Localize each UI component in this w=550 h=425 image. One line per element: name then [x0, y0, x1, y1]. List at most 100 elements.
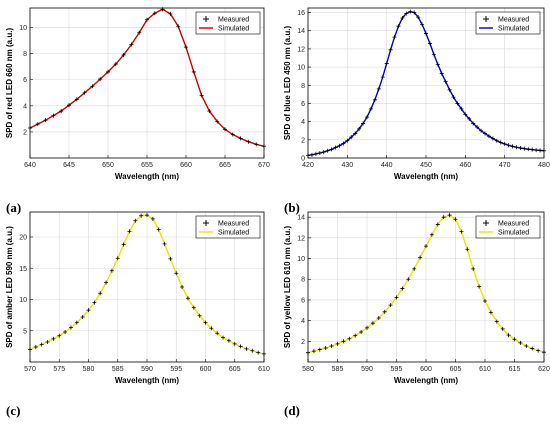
data-point-marker [429, 232, 434, 237]
data-point-marker [506, 333, 511, 338]
x-tick-label: 600 [420, 366, 432, 373]
data-point-marker [463, 112, 468, 117]
data-point-marker [404, 11, 409, 16]
data-point-marker [333, 145, 338, 150]
x-tick-label: 575 [53, 366, 65, 373]
data-point-marker [180, 285, 185, 289]
data-point-marker [471, 121, 476, 126]
data-point-marker [518, 340, 523, 345]
data-point-marker [191, 69, 196, 74]
legend: Measured Simulated [195, 11, 261, 35]
data-point-marker [199, 93, 204, 98]
data-point-marker [74, 320, 79, 325]
data-point-marker [368, 106, 373, 111]
x-tick-label: 470 [499, 162, 511, 169]
data-point-marker [431, 52, 436, 57]
data-point-marker [311, 349, 316, 354]
y-tick-label: 10 [19, 25, 27, 32]
data-point-marker [388, 47, 393, 52]
panel-label-c: (c) [6, 403, 21, 418]
x-tick-label: 600 [200, 366, 212, 373]
data-point-marker [207, 109, 212, 114]
data-point-marker [467, 116, 472, 121]
data-point-marker [376, 86, 381, 91]
data-point-marker [185, 296, 190, 301]
data-point-marker [168, 11, 173, 16]
legend-label-simulated: Simulated [498, 230, 529, 237]
y-axis-title: SPD of blue LED 450 nm (a.u.) [283, 26, 292, 141]
legend-label-simulated: Simulated [218, 230, 249, 237]
data-point-marker [416, 15, 421, 20]
data-point-marker [51, 336, 56, 341]
data-point-marker [502, 141, 507, 146]
data-point-marker [98, 77, 103, 82]
panel-label-d: (d) [284, 403, 300, 418]
legend-label-measured: Measured [498, 17, 529, 24]
data-point-marker [174, 271, 179, 276]
x-tick-label: 570 [24, 366, 36, 373]
x-tick-label: 645 [63, 162, 75, 169]
data-point-marker [329, 147, 334, 152]
data-point-marker [424, 244, 428, 249]
data-point-marker [359, 330, 364, 334]
x-tick-label: 580 [83, 366, 95, 373]
data-point-marker [427, 41, 432, 46]
data-point-marker [86, 308, 91, 313]
y-tick-label: 2 [301, 137, 305, 144]
data-point-marker [365, 115, 369, 120]
x-tick-label: 585 [112, 366, 124, 373]
y-tick-label: 8 [23, 51, 27, 58]
data-point-marker [435, 62, 440, 67]
y-tick-label: 10 [297, 256, 305, 263]
data-point-marker [412, 266, 417, 271]
data-point-marker [530, 147, 535, 152]
data-point-marker [209, 326, 214, 331]
data-point-marker [197, 313, 202, 318]
data-point-marker [215, 119, 220, 124]
data-point-marker [238, 344, 243, 349]
data-point-marker [82, 90, 87, 95]
y-tick-label: 4 [301, 119, 305, 126]
data-point-marker [394, 295, 399, 300]
x-tick-label: 430 [341, 162, 353, 169]
y-tick-label: 2 [23, 129, 27, 136]
data-point-marker [104, 280, 109, 285]
x-tick-label: 620 [538, 366, 550, 373]
data-point-marker [139, 213, 144, 218]
data-point-marker [63, 330, 68, 334]
data-point-marker [176, 24, 181, 29]
data-point-marker [221, 335, 226, 340]
data-point-marker [510, 144, 515, 149]
data-point-marker [447, 213, 452, 218]
data-point-marker [133, 218, 138, 223]
chart-c: 570 575 580 585 590 595 600 605 610 5 10 15 20 Wavele… [5, 211, 270, 385]
legend: Measured Simulated [475, 215, 541, 239]
chart-d: 580 585 590 595 600 605 610 615 620 2 4 6 8 10 12 14 Wav… [283, 211, 550, 385]
x-tick-label: 450 [420, 162, 432, 169]
data-point-marker [526, 147, 531, 152]
y-tick-label: 20 [19, 235, 27, 242]
x-tick-label: 440 [381, 162, 393, 169]
y-tick-label: 12 [297, 235, 305, 242]
data-point-marker [370, 321, 375, 326]
legend: Measured Simulated [475, 11, 541, 35]
data-point-marker [488, 310, 493, 315]
data-point-marker [230, 132, 235, 137]
data-point-marker [98, 291, 103, 296]
x-tick-label: 655 [141, 162, 153, 169]
data-point-marker [455, 101, 460, 106]
data-point-marker [384, 61, 389, 66]
x-tick-label: 650 [102, 162, 114, 169]
y-axis-title: SPD of yellow LED 610 nm (a.u.) [283, 226, 292, 349]
data-point-marker [483, 298, 487, 303]
y-tick-label: 6 [23, 77, 27, 84]
data-point-marker [388, 303, 393, 308]
data-point-marker [475, 125, 480, 130]
data-point-marker [162, 241, 167, 246]
data-point-marker [152, 11, 157, 16]
chart-a: 640 645 650 655 660 665 670 2 4 6 8 10 Wavelength (n… [5, 7, 270, 181]
x-tick-label: 615 [509, 366, 521, 373]
x-tick-label: 580 [302, 366, 314, 373]
x-tick-label: 460 [459, 162, 471, 169]
data-point-marker [494, 319, 499, 324]
